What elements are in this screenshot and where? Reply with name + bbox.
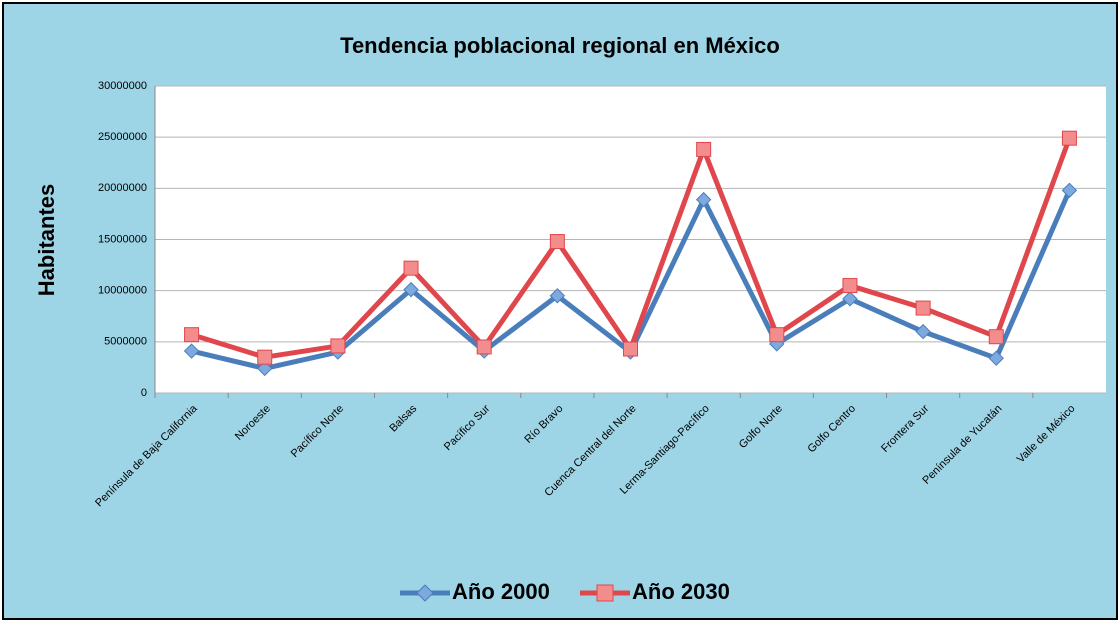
marker [769, 327, 785, 343]
y-tick-label: 30000000 [98, 80, 147, 92]
marker [183, 343, 200, 359]
marker [915, 323, 931, 340]
marker [184, 327, 200, 343]
y-tick-label: 10000000 [98, 285, 147, 297]
y-tick-label: 0 [141, 387, 147, 399]
marker [330, 338, 346, 354]
marker [1061, 130, 1077, 146]
marker [257, 349, 273, 365]
marker [623, 341, 638, 357]
marker [257, 360, 273, 377]
marker [1061, 182, 1078, 199]
marker [915, 300, 931, 316]
marker [549, 234, 565, 250]
y-tick-label: 25000000 [98, 131, 147, 143]
y-axis-label: Habitantes [34, 184, 59, 296]
marker [988, 329, 1004, 345]
y-tick-label: 15000000 [98, 233, 147, 245]
marker [476, 339, 492, 355]
legend-marker [416, 584, 434, 602]
marker [842, 291, 858, 307]
chart-title: Tendencia poblacional regional en México [340, 33, 780, 58]
marker [695, 191, 712, 208]
marker [696, 141, 712, 157]
marker [403, 260, 419, 276]
marker [403, 281, 419, 298]
legend-label: Año 2000 [452, 579, 550, 604]
legend-marker [596, 584, 614, 602]
y-tick-label: 20000000 [98, 182, 147, 194]
legend-label: Año 2030 [632, 579, 730, 604]
y-tick-label: 5000000 [104, 336, 147, 348]
marker [549, 288, 566, 304]
marker [842, 278, 858, 294]
marker [988, 350, 1004, 366]
